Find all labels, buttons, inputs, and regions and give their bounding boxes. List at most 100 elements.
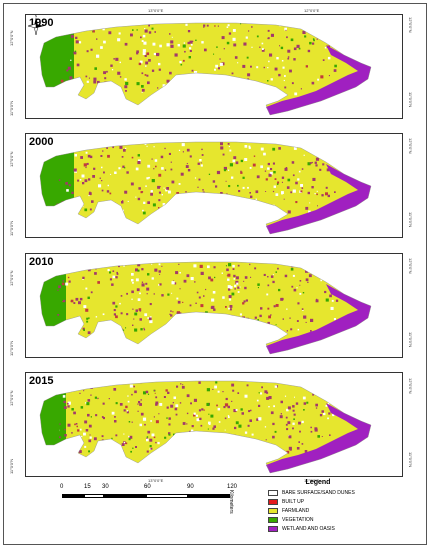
land-cover-pixel [158,284,160,286]
land-cover-pixel [58,285,61,289]
land-cover-pixel [156,52,160,57]
land-cover-pixel [64,428,66,431]
land-cover-pixel [286,186,290,189]
land-cover-pixel [118,32,121,35]
land-cover-pixel [248,90,251,93]
land-cover-pixel [312,38,315,40]
land-cover-pixel [205,288,207,291]
vegetation-area [40,30,74,95]
land-cover-pixel [200,424,203,427]
land-cover-pixel [170,310,172,312]
land-cover-pixel [199,264,203,268]
land-cover-pixel [90,416,92,418]
land-cover-pixel [115,305,118,308]
land-cover-pixel [168,432,171,435]
land-cover-pixel [166,417,168,419]
land-cover-pixel [128,435,130,438]
land-cover-pixel [293,58,296,61]
land-cover-pixel [111,69,114,71]
land-cover-pixel [232,159,236,163]
land-cover-pixel [325,298,329,302]
land-cover-pixel [305,65,308,68]
land-cover-pixel [270,314,272,316]
land-cover-pixel [298,421,301,425]
land-cover-pixel [85,429,89,432]
land-cover-pixel [112,146,114,149]
land-cover-pixel [179,437,183,441]
land-cover-pixel [161,265,163,267]
land-cover-pixel [234,426,237,430]
land-cover-pixel [279,415,283,419]
land-cover-pixel [300,184,303,187]
land-cover-pixel [225,328,228,332]
land-cover-pixel [333,318,336,321]
land-cover-pixel [185,191,187,193]
land-cover-pixel [113,388,117,391]
land-cover-pixel [174,282,177,285]
land-cover-pixel [314,31,317,34]
land-cover-pixel [272,162,275,165]
land-cover-pixel [78,450,82,454]
land-cover-pixel [290,268,294,271]
land-cover-pixel [133,318,135,320]
land-cover-pixel [273,305,276,308]
land-cover-pixel [192,40,194,42]
land-cover-pixel [287,421,291,425]
land-cover-pixel [335,299,339,302]
land-cover-pixel [228,263,232,267]
land-cover-pixel [248,410,251,413]
land-cover-pixel [302,292,305,294]
land-cover-pixel [187,169,191,172]
land-cover-pixel [215,64,218,68]
land-cover-pixel [190,43,193,46]
land-cover-pixel [57,314,60,316]
land-cover-pixel [151,179,155,183]
land-cover-pixel [212,427,215,430]
land-cover-pixel [258,392,260,394]
land-cover-pixel [300,262,302,264]
land-cover-pixel [159,186,161,188]
land-cover-pixel [126,313,129,316]
land-cover-pixel [235,161,239,165]
land-cover-pixel [143,41,147,45]
land-cover-pixel [121,201,124,204]
wetland-oasis-area [266,403,371,473]
land-cover-pixel [240,408,243,411]
land-cover-pixel [212,291,216,294]
land-cover-pixel [63,299,66,303]
land-cover-pixel [270,172,273,175]
land-cover-pixel [189,40,193,44]
land-cover-pixel [198,83,201,86]
land-cover-pixel [267,284,270,287]
land-cover-pixel [282,66,285,69]
land-cover-pixel [183,88,187,91]
land-cover-pixel [79,320,81,322]
land-cover-pixel [260,147,264,151]
map-panel-2015: 2015 [25,372,403,477]
land-cover-pixel [113,309,116,312]
land-cover-pixel [119,302,121,305]
land-cover-pixel [159,403,163,406]
land-cover-pixel [236,450,240,454]
land-cover-pixel [277,267,279,270]
land-cover-pixel [128,438,131,441]
land-cover-pixel [56,64,59,67]
land-cover-pixel [102,417,105,420]
land-cover-pixel [202,89,205,91]
land-cover-pixel [178,149,181,151]
land-cover-pixel [263,273,266,276]
land-cover-pixel [270,411,274,415]
land-cover-pixel [229,308,232,311]
land-cover-pixel [86,320,89,323]
land-cover-pixel [115,57,119,61]
land-cover-pixel [85,402,87,404]
land-cover-pixel [224,429,226,431]
land-cover-pixel [208,323,211,326]
land-cover-pixel [333,263,336,265]
land-cover-pixel [315,157,320,161]
land-cover-pixel [69,76,73,80]
land-cover-pixel [268,173,272,177]
land-cover-pixel [310,426,312,429]
land-cover-pixel [144,54,147,57]
land-cover-pixel [136,52,139,55]
